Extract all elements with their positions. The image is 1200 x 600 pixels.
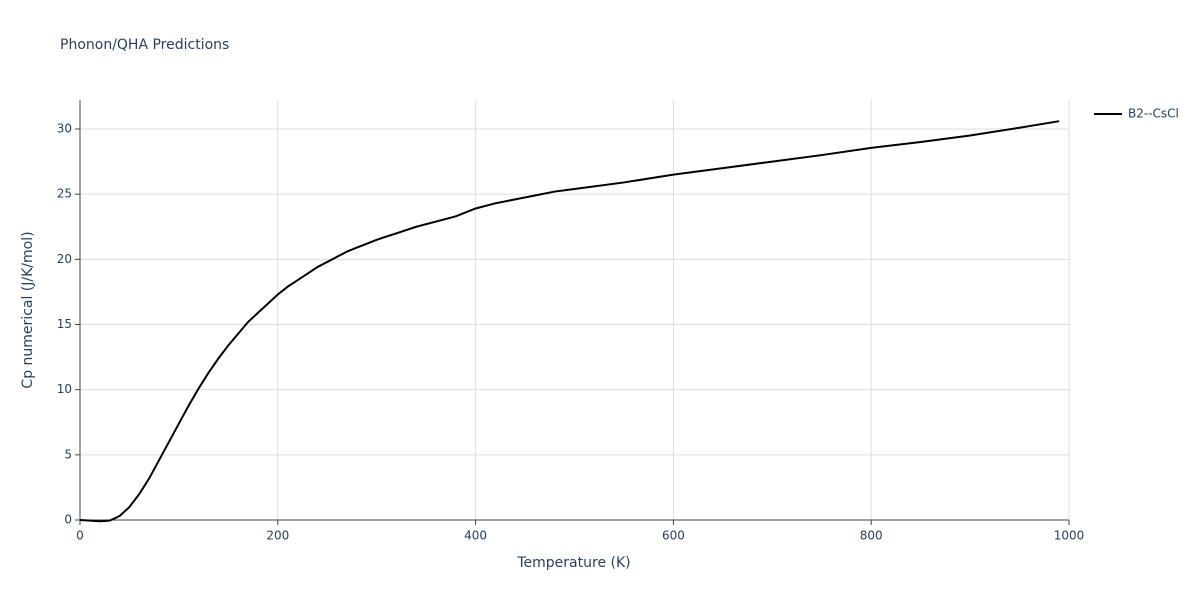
- y-tick-label: 20: [57, 252, 72, 266]
- y-tick-label: 10: [57, 382, 72, 396]
- y-axis-label: Cp numerical (J/K/mol): [20, 231, 36, 388]
- y-tick-label: 30: [57, 122, 72, 136]
- line-series: [79, 120, 1060, 523]
- x-tick-label: 800: [860, 529, 883, 543]
- legend-label: B2--CsCl: [1128, 107, 1179, 121]
- chart-title: Phonon/QHA Predictions: [60, 37, 229, 53]
- y-tick-label: 0: [64, 513, 72, 527]
- x-tick-label: 1000: [1054, 529, 1085, 543]
- y-tick-label: 25: [57, 187, 72, 201]
- x-tick-label: 400: [464, 529, 487, 543]
- x-tick-label: 600: [662, 529, 685, 543]
- x-tick-label: 200: [266, 529, 289, 543]
- y-tick-label: 15: [57, 317, 72, 331]
- y-tick-label: 5: [64, 447, 72, 461]
- x-axis-label: Temperature (K): [516, 555, 630, 571]
- x-tick-label: 0: [76, 529, 84, 543]
